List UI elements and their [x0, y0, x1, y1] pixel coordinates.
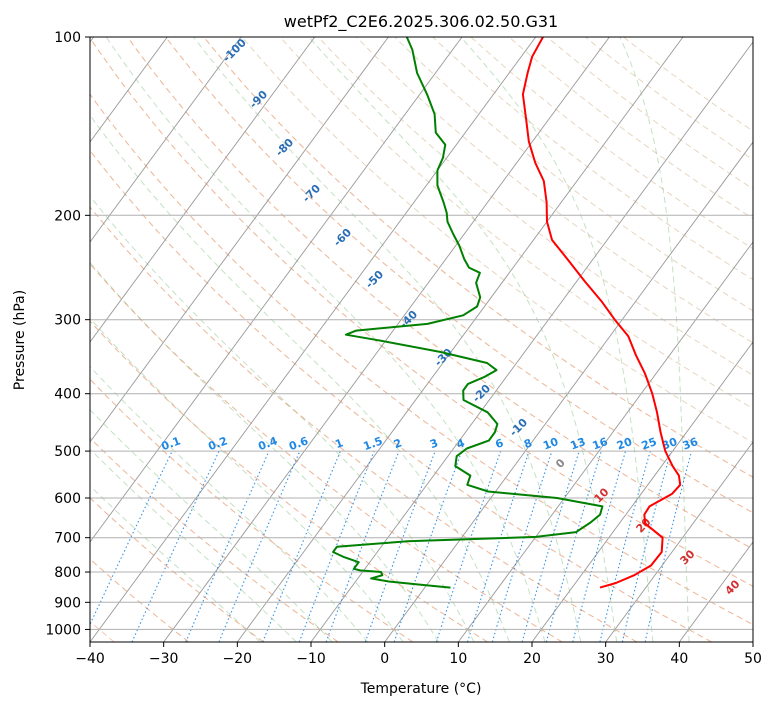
x-tick-label: −30	[149, 651, 179, 667]
y-axis-label: Pressure (hPa)	[12, 290, 28, 390]
plot-frame	[89, 36, 754, 643]
theta-e-line	[90, 149, 712, 642]
isotherm-line	[531, 341, 753, 642]
sounding-profiles	[332, 37, 682, 589]
y-tick-label: 200	[54, 208, 81, 224]
y-tick-label: 300	[54, 313, 81, 329]
x-tick-label: −20	[223, 651, 253, 667]
moist-adiabat-line	[460, 37, 654, 642]
mixing-ratio-line	[393, 450, 463, 642]
mixing-ratio-line	[621, 450, 672, 642]
mixing-ratio-label: 0.4	[256, 434, 279, 453]
theta-e-line	[90, 93, 753, 626]
x-axis-label: Temperature (°C)	[360, 681, 482, 697]
moist-adiabat-line	[90, 114, 510, 642]
isotherm-line	[457, 241, 753, 642]
pressure-gridlines	[90, 37, 753, 630]
mixing-ratio-label: 16	[591, 435, 610, 453]
theta-e-line	[90, 263, 563, 642]
x-tick-label: 50	[744, 651, 762, 667]
mixing-ratio-label: 0.2	[206, 434, 229, 453]
dewpoint-profile-line	[332, 37, 604, 589]
mixing-ratio-line	[572, 450, 627, 642]
isotherm-line	[384, 141, 753, 642]
y-tick-label: 900	[54, 595, 81, 611]
moist-adiabat-line	[90, 448, 297, 642]
moist-adiabat-line	[105, 37, 546, 642]
theta-e-line	[90, 206, 638, 642]
mixing-ratio-label: 1.5	[362, 434, 385, 453]
mixing-ratio-label: 1	[333, 436, 345, 451]
x-tick-label: 30	[597, 651, 615, 667]
mixing-ratio-label: 20	[615, 435, 634, 453]
y-tick-label: 800	[54, 565, 81, 581]
moist-adiabat-line	[90, 485, 261, 642]
chart-title: wetPf2_C2E6.2025.306.02.50.G31	[284, 12, 558, 32]
moist-adiabat-line	[308, 37, 618, 642]
y-tick-label: 400	[54, 387, 81, 403]
mixing-ratio-label: 6	[494, 436, 506, 451]
mixing-ratio-label: 4	[455, 436, 467, 451]
mixing-ratio-line	[466, 450, 530, 642]
x-tick-label: −40	[75, 651, 105, 667]
mixing-ratio-label: 3	[428, 436, 440, 451]
mixing-ratio-line	[521, 450, 580, 642]
moist-adiabat-line	[90, 317, 404, 642]
mixing-ratio-label: 8	[522, 436, 534, 451]
dry-adiabat-line	[317, 37, 753, 376]
mixing-ratio-line	[185, 450, 270, 642]
dry-adiabat-line	[356, 37, 753, 344]
mixing-ratio-line	[644, 450, 693, 642]
isotherm-line	[236, 37, 684, 642]
isotherm-line	[163, 37, 610, 642]
y-tick-label: 600	[54, 491, 81, 507]
x-tick-label: 0	[380, 651, 389, 667]
isotherm-line	[310, 41, 753, 642]
y-tick-label: 1000	[45, 622, 81, 638]
mixing-ratio-label: 36	[681, 435, 700, 453]
moist-adiabat-line	[90, 408, 333, 642]
isotherm-line	[90, 37, 316, 343]
isotherm-line	[90, 37, 389, 443]
mixing-ratio-line	[298, 450, 375, 642]
moist-adiabat-line	[193, 37, 582, 642]
isotherm-line	[605, 441, 753, 642]
temperature-profile-line	[521, 37, 682, 589]
isotherm-line	[90, 37, 242, 243]
mixing-ratio-line	[599, 450, 651, 642]
x-tick-label: 20	[523, 651, 541, 667]
isotherm-line	[90, 37, 537, 642]
mixing-ratio-line	[491, 450, 553, 642]
theta-e-line	[165, 37, 753, 514]
x-tick-label: −10	[296, 651, 326, 667]
mixing-ratio-label: 0.1	[160, 434, 183, 453]
mixing-ratio-line	[325, 450, 400, 642]
x-tick-label: 10	[449, 651, 467, 667]
x-tick-label: 40	[670, 651, 688, 667]
theta-e-line	[90, 378, 414, 642]
mixing-ratio-line	[364, 450, 436, 642]
reference-lines-layer	[90, 37, 753, 642]
axis-ticks: −40 −30 −20 −10 0 10 20 30 40 5010020030040050060…	[45, 30, 762, 667]
mixing-ratio-line	[262, 450, 341, 642]
mixing-ratio-line	[435, 450, 502, 642]
isotherm-line	[90, 37, 463, 543]
y-tick-label: 700	[54, 531, 81, 547]
y-tick-label: 500	[54, 444, 81, 460]
mixing-ratio-line	[218, 450, 301, 642]
y-tick-label: 100	[54, 30, 81, 46]
moist-adiabat-line	[619, 37, 690, 642]
mixing-ratio-label: 2	[392, 436, 404, 451]
mixing-ratio-label: 25	[640, 435, 659, 452]
dry-adiabat-line	[279, 37, 753, 410]
theta-e-line	[90, 37, 753, 587]
mixing-ratio-line	[545, 450, 602, 642]
mixing-ratio-label: 10	[541, 435, 560, 453]
moist-adiabat-line	[90, 261, 439, 642]
isotherm-line	[90, 37, 168, 143]
mixing-ratio-label: 0.6	[287, 434, 310, 453]
mixing-ratio-label: 13	[569, 435, 588, 452]
